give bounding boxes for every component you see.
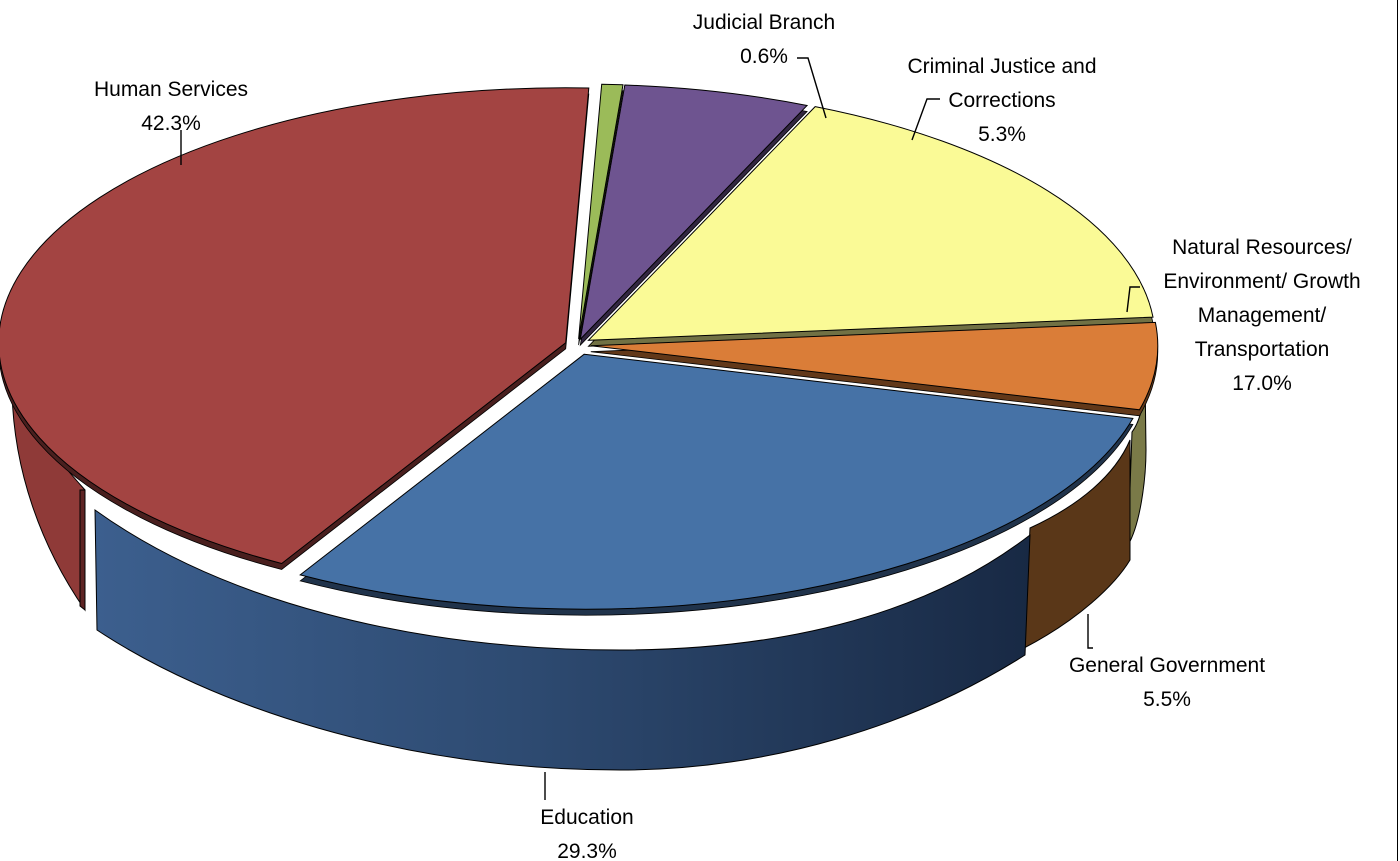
value-label-education: 29.3% — [557, 840, 617, 861]
slice-general — [590, 321, 1159, 411]
slice-education — [299, 353, 1134, 610]
leader-line-criminal — [911, 98, 940, 141]
slice-human — [0, 87, 590, 565]
category-label-natural: Management/ — [1198, 304, 1327, 327]
data-label-human: Human Services 42.3% — [94, 78, 248, 135]
value-label-judicial: 0.6% — [740, 45, 788, 68]
leader-line-natural — [1126, 286, 1140, 313]
data-label-natural: Natural Resources/Environment/ Growth Man… — [1163, 236, 1360, 395]
slice-criminal — [579, 84, 809, 341]
value-label-human: 42.3% — [141, 112, 201, 135]
value-label-criminal: 5.3% — [978, 123, 1026, 146]
slice-side-education — [94, 509, 1031, 771]
category-label-judicial: Judicial Branch — [693, 11, 835, 34]
category-label-criminal: Corrections — [948, 89, 1055, 112]
category-label-education: Education — [540, 806, 633, 829]
value-label-natural: 17.0% — [1232, 372, 1292, 395]
leader-line-general — [1087, 614, 1093, 649]
data-label-judicial: Judicial Branch 0.6% — [693, 11, 835, 68]
category-label-natural: Environment/ Growth — [1163, 270, 1360, 293]
value-label-general: 5.5% — [1143, 688, 1191, 711]
category-label-human: Human Services — [94, 78, 248, 101]
slice-judicial — [578, 83, 624, 340]
data-label-criminal: Criminal Justice and Corrections 5.3% — [907, 55, 1096, 146]
frame-edge — [1397, 0, 1398, 861]
category-label-criminal: Criminal Justice and — [907, 55, 1096, 78]
category-label-natural: Transportation — [1195, 338, 1330, 361]
leader-line-judicial — [797, 57, 827, 119]
data-label-general: General Government 5.5% — [1069, 654, 1265, 711]
category-label-natural: Natural Resources/ — [1172, 236, 1352, 259]
slice-natural — [587, 106, 1154, 341]
category-label-general: General Government — [1069, 654, 1265, 677]
data-label-education: Education 29.3% — [540, 806, 633, 861]
